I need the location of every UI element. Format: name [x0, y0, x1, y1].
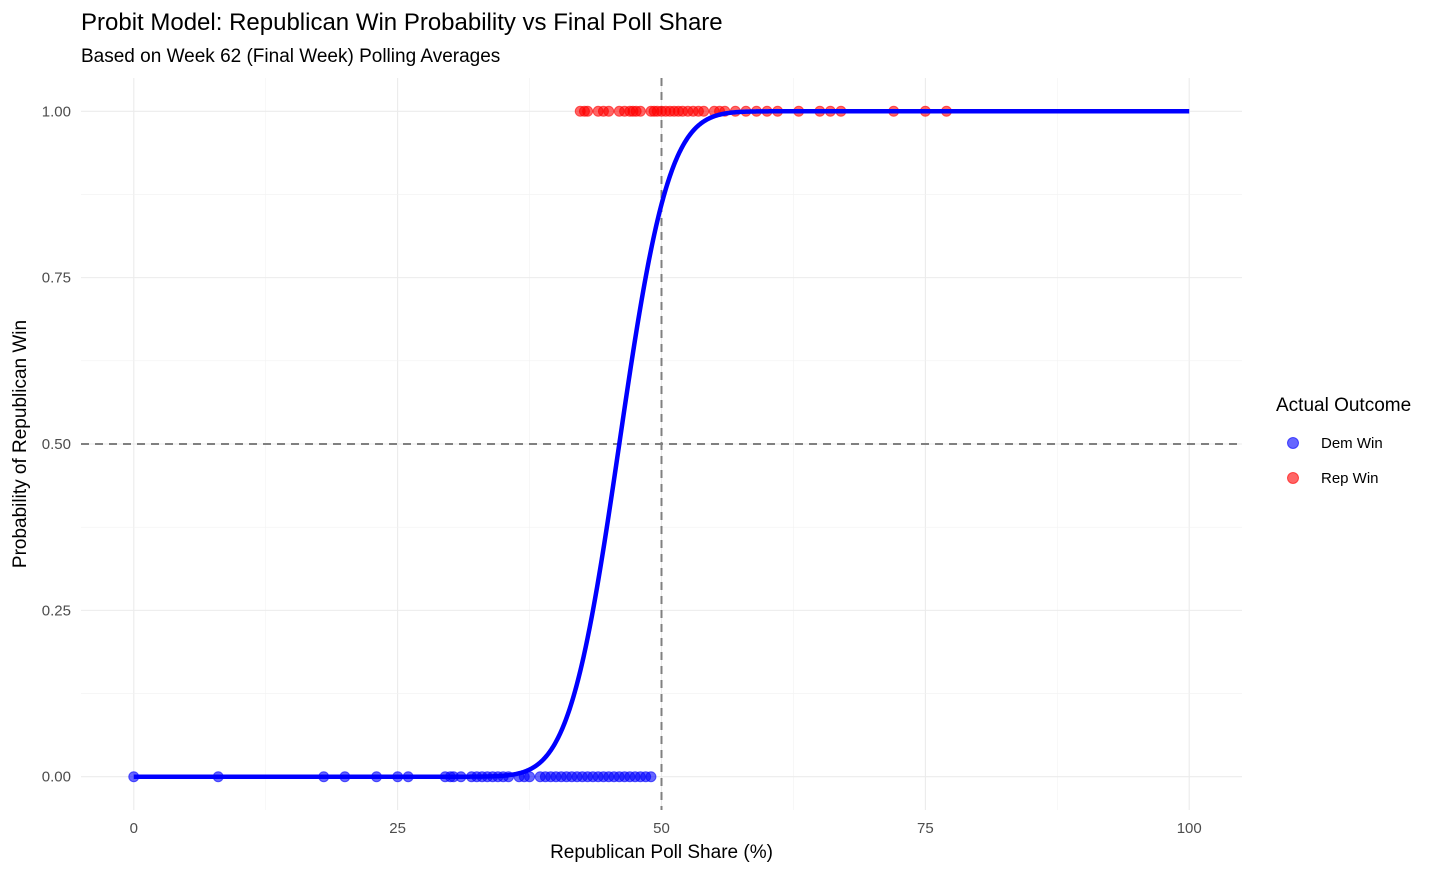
x-tick-label: 50	[653, 820, 670, 837]
y-tick-label: 1.00	[42, 103, 71, 120]
y-axis-title: Probability of Republican Win	[10, 320, 31, 568]
legend-label-rep: Rep Win	[1321, 470, 1379, 487]
legend: Actual Outcome Dem Win Rep Win	[1276, 395, 1411, 487]
chart-title: Probit Model: Republican Win Probability…	[81, 9, 723, 36]
legend-label-dem: Dem Win	[1321, 435, 1383, 452]
y-tick-label: 0.25	[42, 602, 71, 619]
legend-key-rep	[1287, 472, 1299, 484]
y-tick-label: 0.75	[42, 270, 71, 287]
x-tick-label: 0	[130, 820, 138, 837]
y-axis-ticks: 0.00 0.25 0.50 0.75 1.00	[42, 103, 71, 785]
x-tick-label: 100	[1177, 820, 1202, 837]
probit-fit-curve	[132, 109, 1191, 779]
data-points	[128, 105, 952, 783]
x-axis-ticks: 0 25 50 75 100	[130, 820, 1202, 837]
y-tick-label: 0.50	[42, 436, 71, 453]
x-axis-title: Republican Poll Share (%)	[550, 842, 773, 863]
rep-win-point	[698, 105, 710, 117]
y-tick-label: 0.00	[42, 769, 71, 786]
rep-win-point	[603, 105, 615, 117]
x-tick-label: 75	[917, 820, 934, 837]
legend-key-dem	[1287, 437, 1299, 449]
chart-subtitle: Based on Week 62 (Final Week) Polling Av…	[81, 46, 500, 67]
reference-lines	[81, 78, 1242, 810]
rep-win-point	[634, 105, 646, 117]
dem-win-point	[645, 771, 657, 783]
x-tick-label: 25	[389, 820, 406, 837]
legend-title: Actual Outcome	[1276, 395, 1411, 416]
rep-win-point	[582, 105, 594, 117]
